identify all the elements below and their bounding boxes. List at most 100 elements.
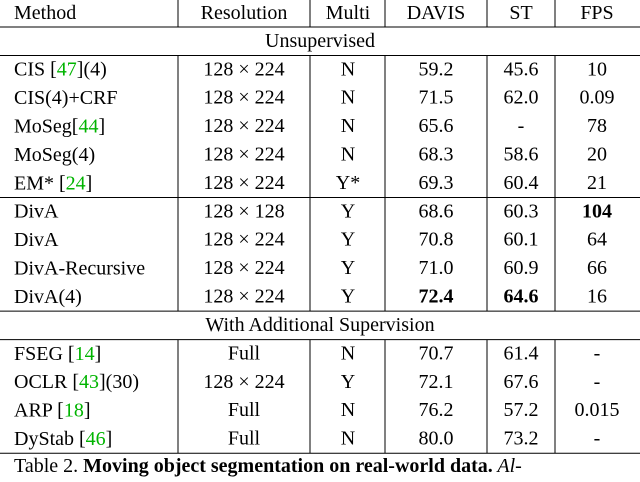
table-cell: 71.0: [419, 257, 454, 279]
table-cell: N: [341, 428, 355, 450]
section-title: With Additional Supervision: [205, 314, 434, 336]
method-text: OCLR [: [14, 371, 79, 393]
table-cell: Full: [228, 399, 261, 421]
table-cell: 45.6: [504, 58, 539, 80]
table-cell: 128 × 224: [203, 257, 284, 279]
table-cell: Full: [228, 342, 261, 364]
method-text: DivA: [14, 229, 59, 251]
citation: 47: [57, 58, 77, 80]
table-cell: 73.2: [504, 428, 539, 450]
table-cell: 60.1: [504, 229, 539, 251]
table-cell: 60.4: [504, 172, 539, 194]
table-cell: 70.8: [419, 229, 454, 251]
header-cell: Method: [14, 2, 76, 24]
method-text: ]: [84, 399, 91, 421]
table-cell: 76.2: [419, 399, 454, 421]
table-cell: N: [341, 143, 355, 165]
table-cell: 62.0: [504, 87, 539, 109]
table-cell: 59.2: [419, 58, 454, 80]
method-cell: DivA: [14, 229, 59, 251]
caption-text: Moving object segmentation on real-world…: [83, 455, 493, 477]
table-cell: 21: [587, 172, 607, 194]
table-cell: 0.09: [580, 87, 615, 109]
method-text: ARP [: [14, 399, 64, 421]
method-cell: MoSeg(4): [14, 143, 95, 165]
table-cell: Y: [341, 257, 355, 279]
table-cell: 128 × 224: [203, 58, 284, 80]
citation: 43: [79, 371, 99, 393]
method-cell: DivA(4): [14, 285, 82, 307]
table-cell: 128 × 224: [203, 115, 284, 137]
table-cell: 67.6: [504, 371, 539, 393]
table-cell: 66: [587, 257, 607, 279]
header-cell: FPS: [580, 2, 613, 24]
citation: 14: [75, 342, 95, 364]
table-cell: N: [341, 87, 355, 109]
table-cell: 128 × 128: [203, 200, 284, 222]
method-cell: EM* [24]: [14, 172, 92, 194]
table-cell: 72.4: [419, 285, 454, 307]
caption-text: Table 2.: [14, 455, 83, 477]
table-cell: 128 × 224: [203, 229, 284, 251]
table-cell: Y: [341, 285, 355, 307]
section-title: Unsupervised: [265, 30, 375, 52]
table-cell: 16: [587, 285, 607, 307]
method-text: CIS(4)+CRF: [14, 87, 118, 109]
method-cell: OCLR [43](30): [14, 371, 139, 393]
table-cell: Y: [341, 200, 355, 222]
method-text: CIS [: [14, 58, 57, 80]
method-cell: FSEG [14]: [14, 342, 101, 364]
table-cell: 68.6: [419, 200, 454, 222]
method-text: ](4): [77, 58, 107, 80]
method-cell: CIS [47](4): [14, 58, 107, 80]
method-cell: DyStab [46]: [14, 428, 112, 450]
table-cell: 61.4: [504, 342, 539, 364]
header-cell: DAVIS: [407, 2, 466, 24]
table-cell: Full: [228, 428, 261, 450]
method-text: ]: [95, 342, 102, 364]
table-cell: 68.3: [419, 143, 454, 165]
table-cell: 128 × 224: [203, 371, 284, 393]
header-cell: Resolution: [201, 2, 288, 24]
table-cell: 57.2: [504, 399, 539, 421]
citation: 46: [86, 428, 106, 450]
method-text: FSEG [: [14, 342, 75, 364]
table-cell: Y: [341, 229, 355, 251]
table-cell: 64: [587, 229, 607, 251]
caption: Table 2. Moving object segmentation on r…: [14, 455, 522, 477]
method-text: DivA: [14, 200, 59, 222]
table-cell: -: [594, 428, 601, 450]
table-cell: N: [341, 342, 355, 364]
caption-text: Al-: [493, 455, 522, 477]
method-cell: MoSeg[44]: [14, 115, 105, 137]
table-cell: 128 × 224: [203, 87, 284, 109]
table-cell: 128 × 224: [203, 285, 284, 307]
table-cell: 72.1: [419, 371, 454, 393]
table-cell: 70.7: [419, 342, 454, 364]
table-cell: 60.9: [504, 257, 539, 279]
citation: 18: [64, 399, 84, 421]
method-text: ]: [86, 172, 93, 194]
table-cell: 71.5: [419, 87, 454, 109]
table-cell: 104: [582, 200, 612, 222]
method-cell: CIS(4)+CRF: [14, 87, 118, 109]
table-cell: Y: [341, 371, 355, 393]
table-cell: -: [594, 342, 601, 364]
table-cell: 58.6: [504, 143, 539, 165]
method-text: MoSeg(4): [14, 143, 95, 165]
table-cell: N: [341, 58, 355, 80]
table-cell: 69.3: [419, 172, 454, 194]
table-cell: 0.015: [575, 399, 620, 421]
header-cell: Multi: [326, 2, 371, 24]
table-cell: N: [341, 399, 355, 421]
method-cell: DivA-Recursive: [14, 257, 145, 279]
table-cell: N: [341, 115, 355, 137]
table-cell: -: [594, 371, 601, 393]
table-cell: 60.3: [504, 200, 539, 222]
method-text: MoSeg[: [14, 115, 78, 137]
table-cell: 65.6: [419, 115, 454, 137]
table-cell: 20: [587, 143, 607, 165]
table-cell: 128 × 224: [203, 143, 284, 165]
table-cell: 78: [587, 115, 607, 137]
